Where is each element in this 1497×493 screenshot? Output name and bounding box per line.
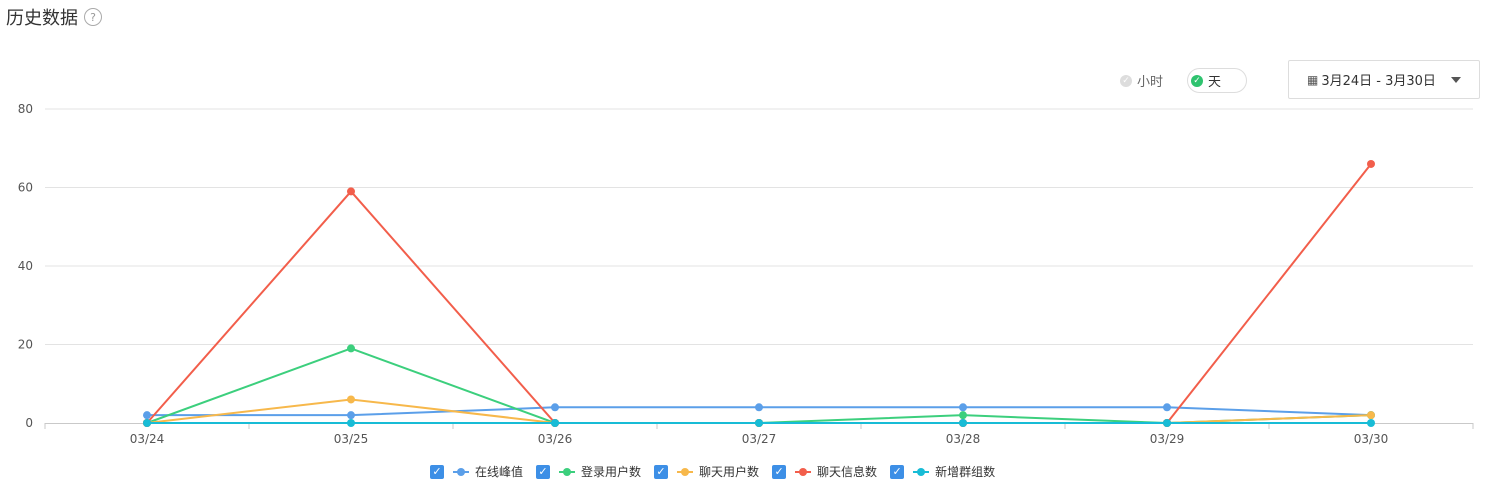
y-tick-label: 0 [25,416,33,430]
y-tick-label: 60 [18,181,33,195]
legend-label: 聊天信息数 [817,465,878,479]
data-point [1163,419,1171,427]
legend-dot-icon [563,467,572,476]
data-point [1163,403,1171,412]
date-range-label: 3月24日 - 3月30日 [1321,74,1436,89]
data-point [551,403,559,412]
legend-item[interactable]: ✓ 聊天用户数 [654,463,759,480]
legend-label: 新增群组数 [935,465,996,479]
y-tick-label: 40 [18,259,33,273]
data-point [143,411,151,420]
data-point [347,411,355,420]
y-tick-label: 80 [18,102,33,116]
legend-label: 聊天用户数 [699,465,760,479]
chevron-down-icon [1451,77,1461,83]
data-point [755,419,763,427]
legend-label: 在线峰值 [475,465,524,479]
calendar-icon: ▦ [1307,72,1319,87]
checkbox-icon[interactable]: ✓ [772,464,787,479]
x-tick-label: 03/29 [1150,432,1185,446]
legend-marker [559,467,576,476]
chart-legend: ✓ 在线峰值 ✓ 登录用户数 ✓ 聊天用户数 ✓ 聊天信息数 ✓ 新增群组数 [430,463,1008,480]
series-line [146,347,1372,425]
data-point [1367,159,1375,168]
data-point [347,187,355,196]
legend-marker [795,467,812,476]
legend-marker [913,467,930,476]
data-point [1367,411,1375,420]
granularity-day-option[interactable]: ✓ 天 [1187,68,1247,93]
checkbox-icon[interactable]: ✓ [430,464,444,479]
legend-item[interactable]: ✓ 登录用户数 [536,463,641,480]
legend-item[interactable]: ✓ 在线峰值 [430,463,523,480]
check-circle-icon: ✓ [1191,74,1203,87]
checkbox-icon[interactable]: ✓ [890,464,905,479]
x-tick-label: 03/26 [538,432,573,446]
check-circle-icon: ✓ [1120,74,1132,87]
data-point [143,419,151,427]
data-point [755,403,763,412]
data-point [347,344,355,353]
legend-marker [453,467,469,476]
legend-marker [677,467,694,476]
legend-dot-icon [457,467,465,476]
x-tick-label: 03/30 [1354,432,1389,446]
data-point [347,395,355,404]
line-chart: 0 20 40 60 80 03/24 03/25 03/26 03/27 03/28 03/29 0… [18,102,1474,446]
y-tick-label: 20 [18,338,33,352]
data-point [959,403,967,412]
legend-label: 登录用户数 [581,465,642,479]
data-point [959,411,967,420]
legend-dot-icon [799,467,808,476]
legend-item[interactable]: ✓ 聊天信息数 [772,463,877,480]
help-icon[interactable]: ? [84,8,102,26]
checkbox-icon[interactable]: ✓ [536,464,551,479]
legend-dot-icon [681,467,690,476]
legend-dot-icon [917,467,926,476]
data-point [551,419,559,427]
data-point [959,419,967,427]
page-title: 历史数据 ? [6,4,102,30]
series-line [146,163,1372,424]
page-title-text: 历史数据 [6,8,78,29]
x-tick-label: 03/28 [946,432,981,446]
checkbox-icon[interactable]: ✓ [654,464,669,479]
date-range-picker[interactable]: ▦ 3月24日 - 3月30日 [1288,60,1480,99]
x-tick-label: 03/24 [130,432,165,446]
granularity-hour-label: 小时 [1137,75,1164,90]
data-point [347,419,355,427]
granularity-hour-option[interactable]: ✓ 小时 [1120,68,1163,93]
granularity-day-label: 天 [1208,75,1222,90]
x-tick-label: 03/27 [742,432,777,446]
data-point [1367,419,1375,427]
x-tick-label: 03/25 [334,432,369,446]
legend-item[interactable]: ✓ 新增群组数 [890,463,995,480]
